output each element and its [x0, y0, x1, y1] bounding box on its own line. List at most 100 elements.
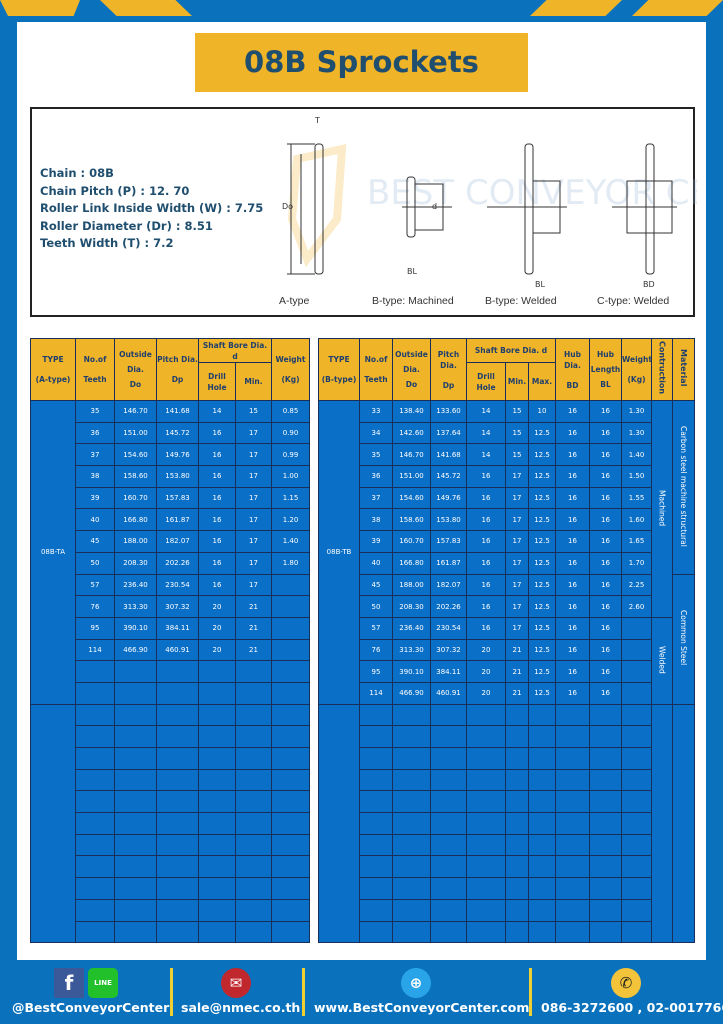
cell-outside-dia — [392, 790, 431, 814]
cell-min-bore: 17 — [235, 508, 272, 532]
social-handle[interactable]: @BestConveyorCenter — [12, 1000, 170, 1015]
cell-teeth — [75, 898, 115, 922]
header-outside-dia: Outside Dia. Do — [392, 338, 431, 401]
cell-pitch-dia — [156, 768, 199, 792]
cell-pitch-dia — [156, 855, 199, 879]
email-link[interactable]: sale@nmec.co.th — [181, 1000, 301, 1015]
line-icon[interactable]: LINE — [88, 968, 118, 998]
phone-numbers[interactable]: 086-3272600 , 02-0017766 — [541, 1000, 723, 1015]
cell-drill-hole: 16 — [466, 508, 506, 532]
cell-drill-hole — [198, 812, 236, 835]
cell-min-bore — [235, 920, 272, 944]
cell-weight — [271, 638, 310, 662]
material-carbon-steel: Carbon steel machine structural — [672, 400, 695, 575]
cell-min-bore: 21 — [235, 638, 272, 662]
cell-weight — [271, 768, 310, 792]
table-b-type: TYPE (B-type) No.of Teeth Outside Dia. Do Pi… — [318, 338, 695, 944]
cell-hub-length — [589, 703, 622, 727]
label-c-type-welded: C-type: Welded — [597, 295, 670, 307]
cell-hub-length: 16 — [589, 400, 622, 423]
cell-weight: 1.00 — [271, 465, 310, 488]
cell-hub-dia: 16 — [555, 400, 590, 423]
cell-drill-hole: 20 — [466, 660, 506, 683]
facebook-icon[interactable]: f — [54, 968, 84, 998]
cell-hub-length — [589, 920, 622, 944]
cell-weight: 1.40 — [621, 443, 652, 467]
cell-teeth — [359, 855, 393, 879]
cell-weight — [271, 595, 310, 618]
cell-weight — [271, 703, 310, 727]
table-row — [319, 920, 695, 944]
cell-min-bore — [505, 768, 529, 792]
cell-pitch-dia — [430, 855, 467, 879]
cell-hub-dia — [555, 855, 590, 879]
cell-teeth: 39 — [75, 486, 115, 510]
cell-teeth: 50 — [75, 551, 115, 575]
cell-pitch-dia — [430, 790, 467, 814]
cell-outside-dia — [114, 681, 157, 705]
cell-outside-dia — [392, 812, 431, 835]
cell-min-bore — [505, 790, 529, 814]
cell-max-bore: 12.5 — [528, 660, 556, 683]
cell-teeth: 35 — [359, 443, 393, 467]
cell-outside-dia — [392, 768, 431, 792]
cell-drill-hole — [466, 920, 506, 944]
cell-outside-dia — [114, 703, 157, 727]
table-row: 36 151.00 145.72 16 17 0.90 — [31, 421, 310, 445]
cell-pitch-dia: 460.91 — [430, 681, 467, 705]
cell-hub-length: 16 — [589, 530, 622, 553]
cell-pitch-dia: 384.11 — [156, 616, 199, 640]
cell-teeth: 57 — [359, 616, 393, 640]
cell-outside-dia — [114, 790, 157, 814]
cell-hub-dia — [555, 747, 590, 770]
cell-max-bore: 12.5 — [528, 551, 556, 575]
cell-max-bore — [528, 898, 556, 922]
table-row: 37 154.60 149.76 16 17 0.99 — [31, 443, 310, 467]
cell-drill-hole: 20 — [198, 638, 236, 662]
cell-max-bore: 12.5 — [528, 530, 556, 553]
cell-hub-length — [589, 833, 622, 857]
cell-max-bore: 12.5 — [528, 573, 556, 597]
cell-hub-length: 16 — [589, 616, 622, 640]
cell-drill-hole: 14 — [466, 443, 506, 467]
cell-drill-hole: 14 — [466, 400, 506, 423]
spec-chain: Chain : 08B — [40, 166, 114, 180]
cell-min-bore — [235, 660, 272, 683]
cell-pitch-dia: 230.54 — [156, 573, 199, 597]
page-title: 08B Sprockets — [195, 33, 528, 92]
cell-min-bore — [235, 855, 272, 879]
cell-weight — [621, 725, 652, 748]
table-row: 114 466.90 460.91 20 21 12.5 16 16 — [319, 681, 695, 705]
cell-pitch-dia: 141.68 — [156, 400, 199, 423]
cell-min-bore — [235, 877, 272, 900]
cell-outside-dia — [392, 833, 431, 857]
website-link[interactable]: www.BestConveyorCenter.com — [314, 1000, 530, 1015]
cell-teeth: 36 — [359, 465, 393, 488]
table-row: 114 466.90 460.91 20 21 — [31, 638, 310, 662]
construction-welded: Welded — [651, 616, 673, 705]
table-row: 38 158.60 153.80 16 17 1.00 — [31, 465, 310, 488]
globe-icon: ⊕ — [401, 968, 431, 998]
cell-drill-hole: 16 — [198, 573, 236, 597]
header-weight: Weight (Kg) — [621, 338, 652, 401]
cell-drill-hole — [198, 681, 236, 705]
cell-pitch-dia — [156, 877, 199, 900]
cell-min-bore: 15 — [505, 443, 529, 467]
cell-teeth — [75, 768, 115, 792]
cell-drill-hole — [466, 877, 506, 900]
cell-teeth: 114 — [75, 638, 115, 662]
construction-machined: Machined — [651, 400, 673, 618]
cell-teeth — [75, 877, 115, 900]
cell-max-bore: 12.5 — [528, 681, 556, 705]
table-row — [319, 790, 695, 814]
cell-teeth — [359, 703, 393, 727]
watermark-text: BEST CONVEYOR CENTER — [367, 173, 697, 213]
cell-teeth — [359, 833, 393, 857]
cell-outside-dia — [114, 812, 157, 835]
cell-outside-dia: 313.30 — [392, 638, 431, 662]
cell-drill-hole — [466, 725, 506, 748]
cell-outside-dia — [392, 725, 431, 748]
cell-drill-hole: 20 — [198, 616, 236, 640]
cell-hub-length: 16 — [589, 595, 622, 618]
cell-outside-dia: 236.40 — [114, 573, 157, 597]
